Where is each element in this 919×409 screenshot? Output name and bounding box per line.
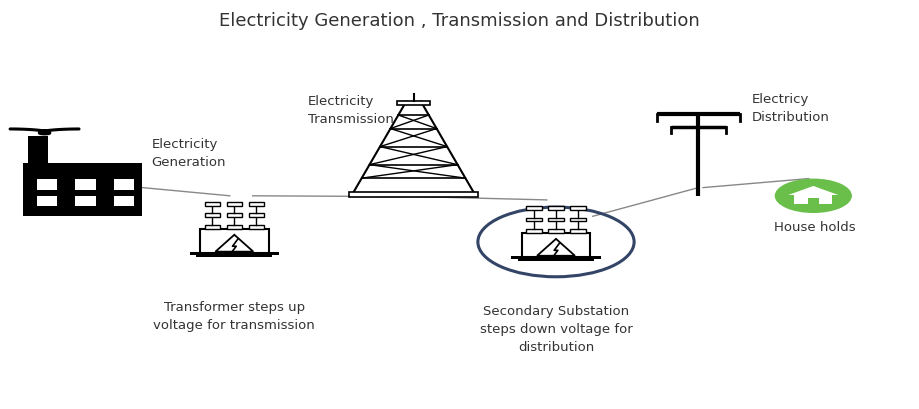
Polygon shape [789, 187, 838, 196]
FancyBboxPatch shape [522, 233, 590, 258]
FancyBboxPatch shape [37, 196, 57, 207]
FancyBboxPatch shape [518, 260, 594, 261]
Text: Electricy
Distribution: Electricy Distribution [752, 93, 830, 124]
FancyBboxPatch shape [227, 202, 242, 206]
FancyBboxPatch shape [549, 218, 563, 222]
FancyBboxPatch shape [527, 218, 541, 222]
FancyBboxPatch shape [794, 195, 833, 204]
FancyBboxPatch shape [549, 229, 563, 233]
FancyBboxPatch shape [75, 180, 96, 190]
FancyBboxPatch shape [249, 202, 264, 206]
FancyBboxPatch shape [527, 207, 541, 210]
FancyBboxPatch shape [571, 229, 585, 233]
FancyBboxPatch shape [23, 164, 142, 217]
Polygon shape [215, 235, 254, 252]
FancyBboxPatch shape [527, 229, 541, 233]
FancyBboxPatch shape [200, 229, 269, 254]
FancyBboxPatch shape [197, 255, 272, 257]
FancyBboxPatch shape [249, 225, 264, 229]
Polygon shape [537, 239, 575, 256]
FancyBboxPatch shape [189, 252, 279, 255]
FancyBboxPatch shape [549, 207, 563, 210]
FancyBboxPatch shape [75, 196, 96, 207]
FancyBboxPatch shape [37, 180, 57, 190]
FancyBboxPatch shape [205, 202, 220, 206]
FancyBboxPatch shape [571, 207, 585, 210]
FancyBboxPatch shape [205, 214, 220, 218]
FancyBboxPatch shape [349, 192, 478, 197]
FancyBboxPatch shape [249, 214, 264, 218]
Text: Electricity
Generation: Electricity Generation [152, 138, 226, 169]
Text: Electricity
Transmission: Electricity Transmission [308, 95, 393, 126]
FancyBboxPatch shape [114, 180, 134, 190]
Polygon shape [28, 194, 58, 215]
FancyBboxPatch shape [227, 225, 242, 229]
FancyBboxPatch shape [227, 214, 242, 218]
FancyBboxPatch shape [28, 137, 48, 168]
FancyBboxPatch shape [114, 196, 134, 207]
FancyBboxPatch shape [808, 199, 819, 204]
FancyBboxPatch shape [571, 218, 585, 222]
FancyBboxPatch shape [397, 101, 430, 106]
Text: Secondary Substation
steps down voltage for
distribution: Secondary Substation steps down voltage … [480, 305, 632, 354]
Polygon shape [108, 194, 138, 215]
Circle shape [775, 179, 852, 213]
Text: Transformer steps up
voltage for transmission: Transformer steps up voltage for transmi… [153, 301, 315, 332]
Polygon shape [68, 194, 97, 215]
Text: Electricity Generation , Transmission and Distribution: Electricity Generation , Transmission an… [219, 12, 700, 30]
Text: House holds: House holds [775, 220, 856, 234]
FancyBboxPatch shape [511, 256, 601, 259]
FancyBboxPatch shape [205, 225, 220, 229]
